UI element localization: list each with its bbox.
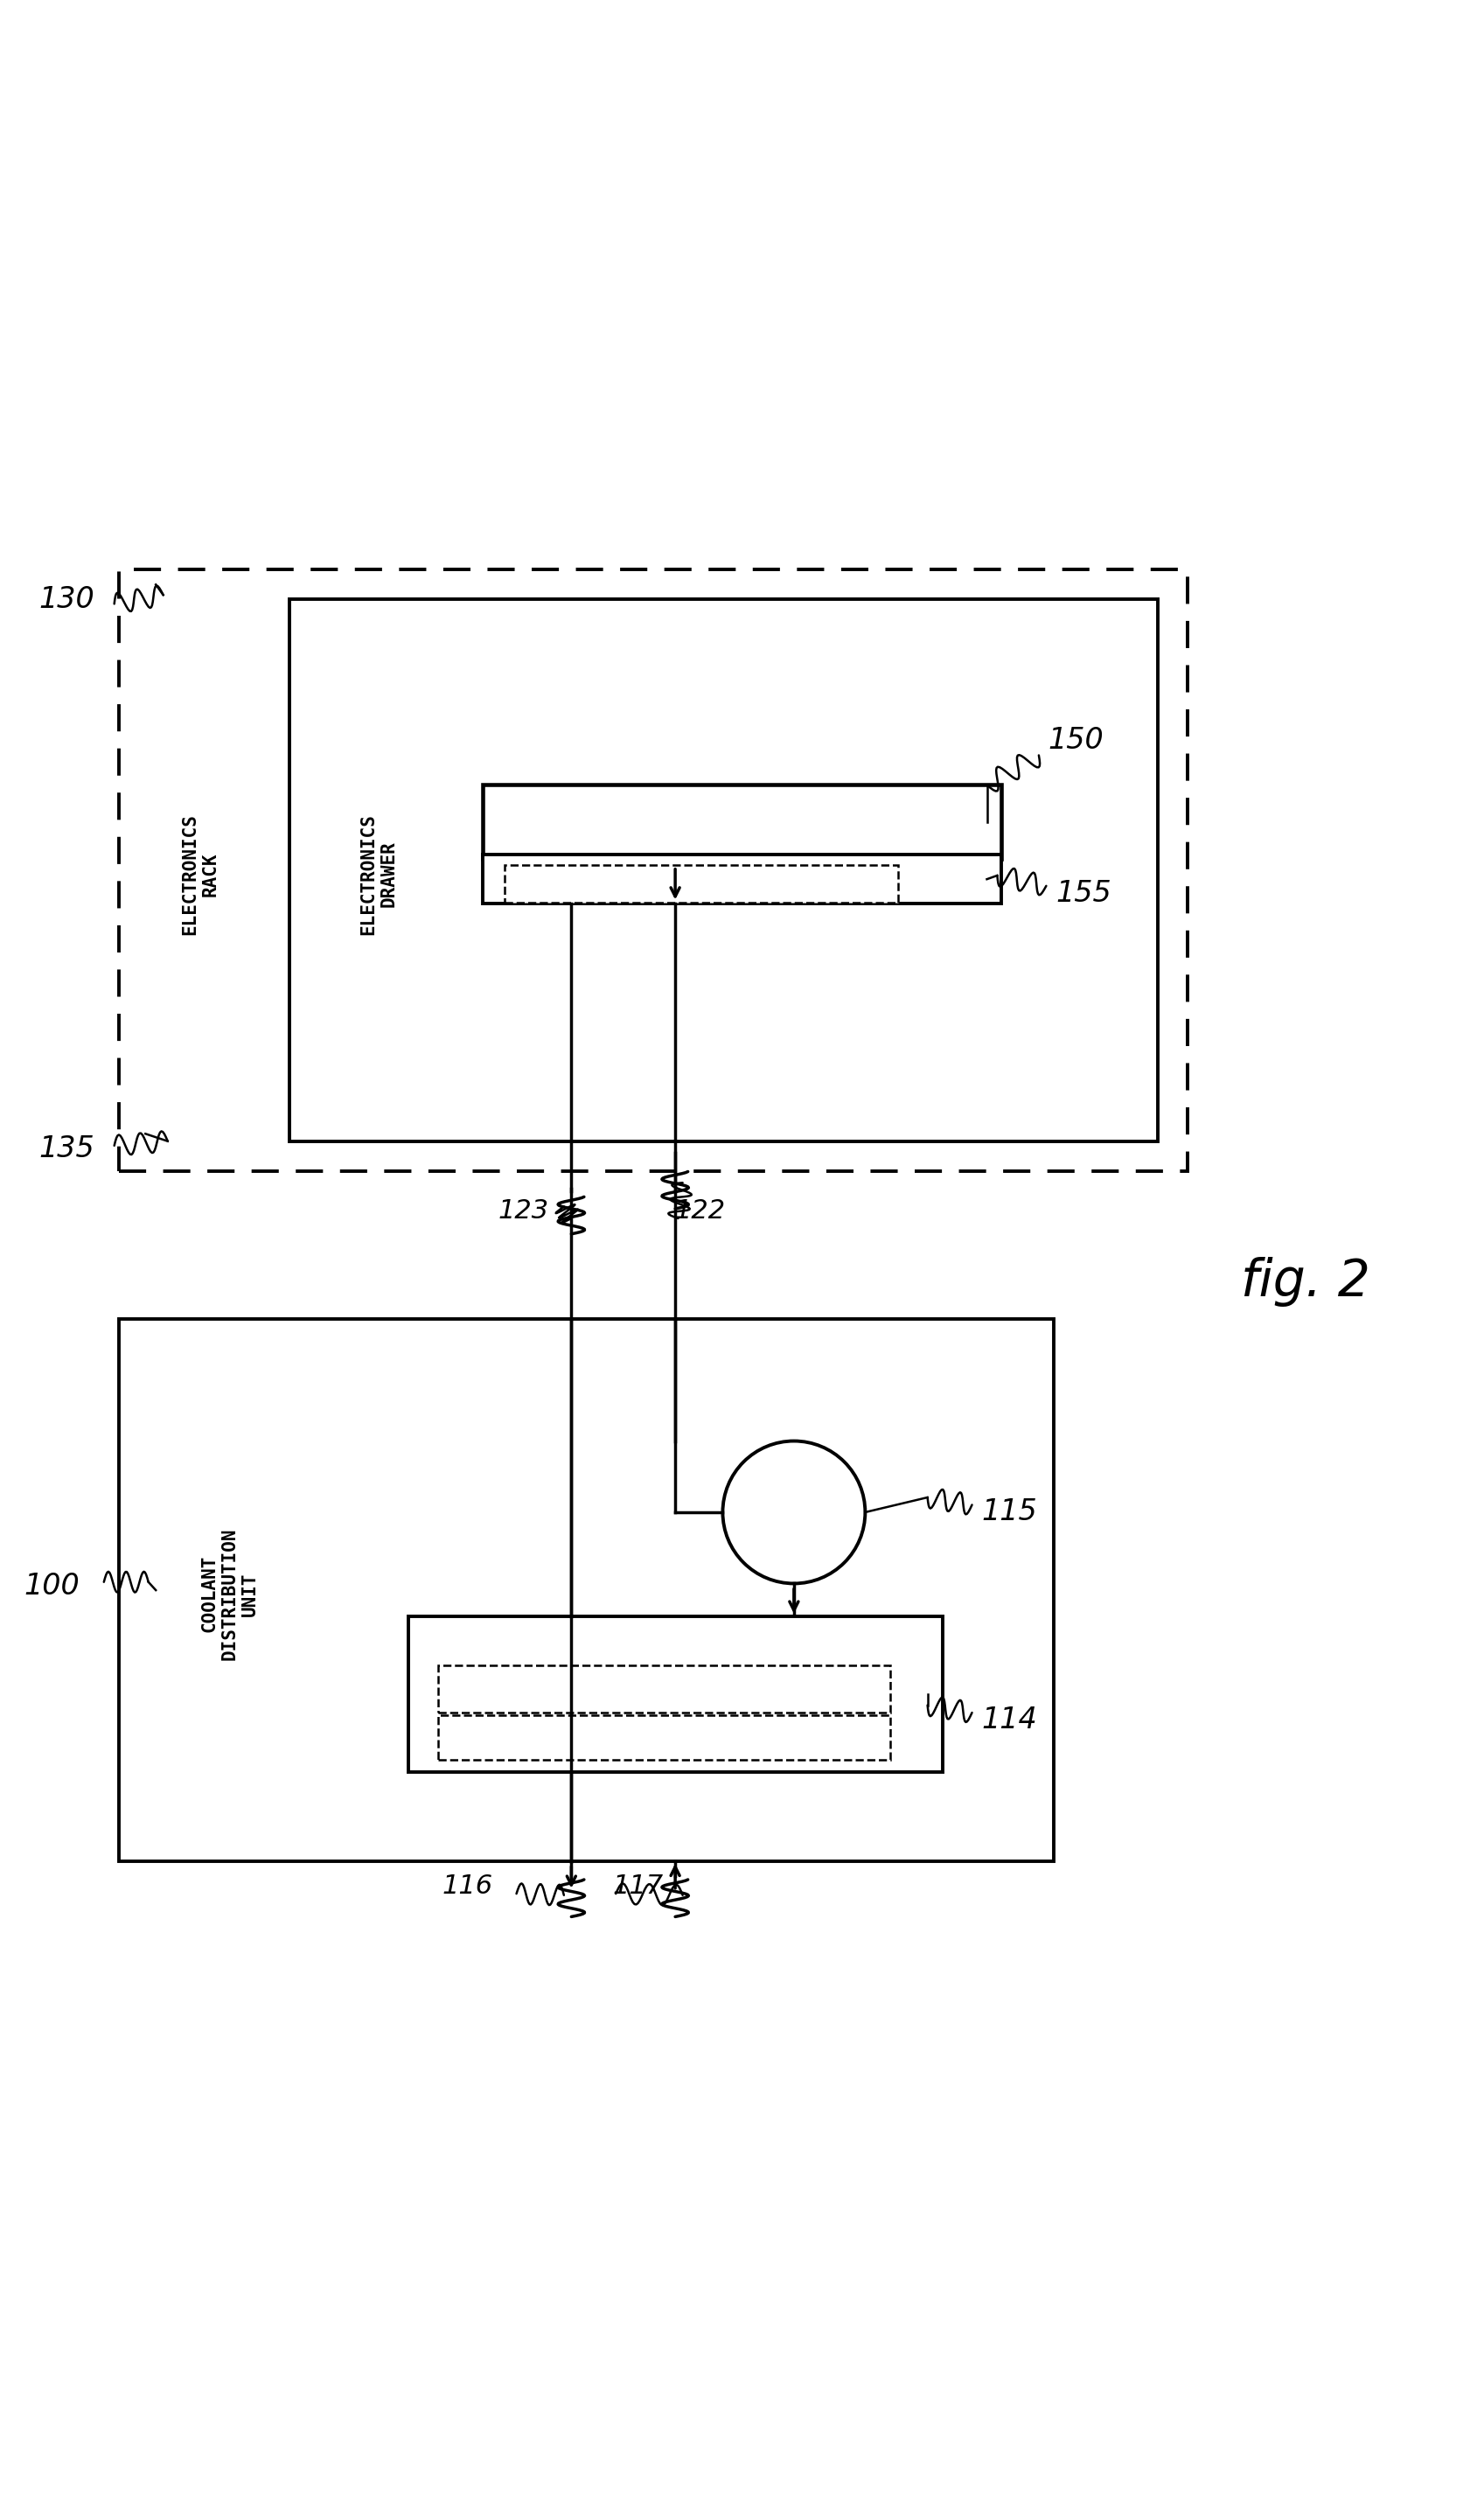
- Text: 117: 117: [613, 1874, 663, 1899]
- Bar: [289, 599, 1158, 1142]
- Text: fig. 2: fig. 2: [1241, 1258, 1371, 1308]
- Bar: [408, 1616, 942, 1771]
- Text: COOLANT
DISTRIBUTION
UNIT: COOLANT DISTRIBUTION UNIT: [200, 1528, 260, 1661]
- Bar: [482, 784, 1002, 859]
- Bar: [119, 1320, 1054, 1861]
- Text: ELECTRONICS
RACK: ELECTRONICS RACK: [181, 814, 220, 934]
- Text: 116: 116: [442, 1874, 493, 1899]
- Text: 114: 114: [981, 1706, 1037, 1733]
- Circle shape: [723, 1440, 865, 1583]
- Text: 130: 130: [39, 586, 95, 614]
- Bar: [482, 854, 1002, 904]
- Bar: [119, 569, 1187, 1170]
- Text: 155: 155: [1055, 879, 1112, 907]
- Text: 123: 123: [499, 1197, 549, 1222]
- Text: ELECTRONICS
DRAWER: ELECTRONICS DRAWER: [359, 814, 398, 934]
- Text: 100: 100: [24, 1573, 80, 1601]
- Text: 150: 150: [1048, 726, 1104, 754]
- Text: 135: 135: [39, 1135, 95, 1162]
- Text: 115: 115: [981, 1498, 1037, 1526]
- Bar: [505, 864, 898, 902]
- Bar: [438, 1716, 890, 1761]
- Bar: [438, 1666, 890, 1713]
- Text: 122: 122: [675, 1197, 726, 1222]
